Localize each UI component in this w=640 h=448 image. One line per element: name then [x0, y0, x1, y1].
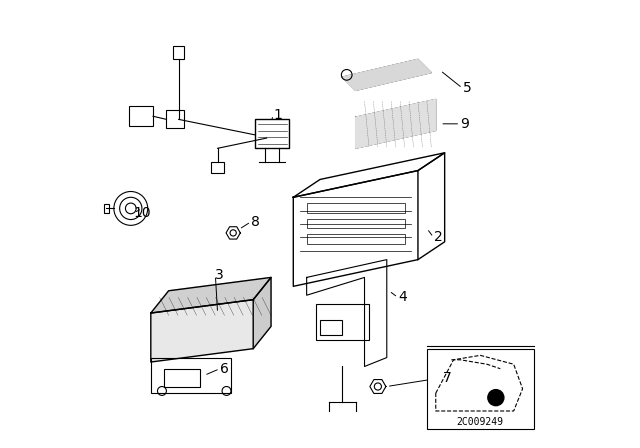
Bar — [164, 369, 200, 387]
Text: 3: 3 — [216, 268, 224, 282]
Text: 1: 1 — [273, 108, 282, 122]
Text: 9: 9 — [460, 117, 469, 131]
Text: 7: 7 — [442, 370, 451, 384]
Bar — [307, 219, 404, 228]
Bar — [173, 46, 184, 59]
Polygon shape — [342, 59, 431, 90]
Polygon shape — [151, 277, 271, 313]
Text: 2C009249: 2C009249 — [457, 417, 504, 426]
Polygon shape — [253, 277, 271, 349]
Text: 8: 8 — [251, 215, 260, 229]
Circle shape — [488, 390, 504, 405]
Text: 6: 6 — [220, 362, 228, 376]
Bar — [129, 106, 153, 126]
Text: 10: 10 — [134, 206, 152, 220]
Text: 2: 2 — [433, 230, 442, 244]
Bar — [316, 304, 369, 340]
Bar — [427, 349, 534, 429]
Polygon shape — [356, 99, 436, 148]
Text: 5: 5 — [463, 81, 471, 95]
Text: 4: 4 — [398, 290, 406, 305]
Bar — [104, 204, 109, 213]
Bar — [151, 358, 231, 393]
Polygon shape — [151, 300, 253, 362]
Bar — [211, 162, 224, 173]
Bar — [320, 320, 342, 335]
Bar — [255, 119, 289, 148]
Bar — [307, 234, 404, 244]
Bar — [307, 203, 404, 213]
Bar — [166, 111, 184, 128]
